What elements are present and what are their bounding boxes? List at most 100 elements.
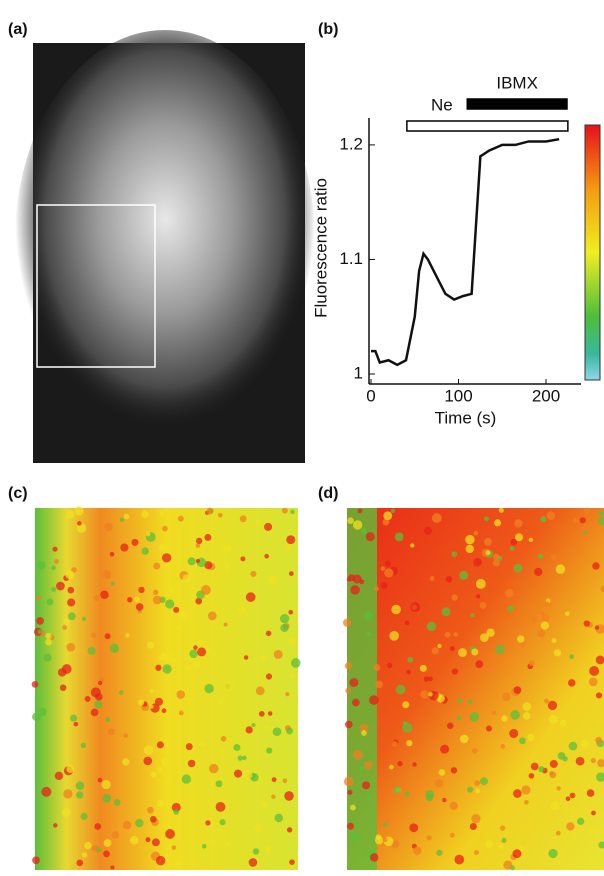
heat-dot <box>41 786 52 797</box>
heat-dot <box>63 789 73 799</box>
heat-dot <box>566 822 575 831</box>
heat-dot <box>43 653 52 662</box>
heat-dot <box>451 594 458 601</box>
heat-dot <box>265 630 272 637</box>
heat-dot <box>473 558 482 567</box>
heat-dot <box>516 635 525 643</box>
heat-dot <box>469 822 477 831</box>
heat-dot <box>509 546 515 551</box>
heat-dot <box>548 848 558 859</box>
heat-dot <box>130 835 139 845</box>
heat-dot <box>498 844 504 850</box>
heat-dot <box>473 530 479 536</box>
heat-dot <box>349 678 359 687</box>
heat-dot <box>91 845 98 852</box>
heat-dot <box>540 621 549 630</box>
heat-dot <box>429 576 435 581</box>
heat-dot <box>474 780 480 786</box>
heat-dot <box>483 516 489 522</box>
heat-dot <box>350 804 356 811</box>
heat-dot <box>346 822 354 830</box>
heat-dot <box>197 639 204 646</box>
heat-dot <box>94 823 102 830</box>
heat-dot <box>369 695 379 705</box>
heat-dot <box>286 535 296 545</box>
heat-dot <box>51 565 56 571</box>
heat-dot <box>348 574 356 582</box>
heat-dot <box>428 692 433 697</box>
data-line <box>371 137 560 367</box>
heat-dot <box>265 846 272 853</box>
heat-dot <box>187 759 196 768</box>
heat-dot <box>149 704 154 709</box>
heat-dot <box>225 564 231 570</box>
heat-dot <box>546 511 556 520</box>
heat-dot <box>100 590 109 599</box>
heat-dot <box>583 620 590 627</box>
heat-dot <box>135 603 144 611</box>
heat-dot <box>286 727 294 735</box>
heat-dot <box>243 655 249 660</box>
heat-dot <box>119 517 125 523</box>
heat-dot <box>402 701 410 709</box>
heat-dot <box>345 687 352 694</box>
heat-dot <box>459 570 469 580</box>
heat-dot <box>134 596 141 603</box>
heat-dot <box>510 710 520 720</box>
heat-dot <box>288 609 294 615</box>
heat-dot <box>290 509 295 515</box>
heat-dot <box>347 517 354 524</box>
heat-dot <box>155 664 162 671</box>
heat-dot <box>591 810 596 816</box>
panel-label: (d) <box>318 485 338 502</box>
heat-dot <box>176 625 182 631</box>
heat-dot <box>271 794 276 799</box>
heat-dot <box>351 698 360 707</box>
heat-dot <box>550 801 560 810</box>
heat-dot <box>390 508 396 513</box>
heat-dot <box>549 759 558 768</box>
heat-dot <box>409 823 419 833</box>
heat-dot <box>521 785 531 795</box>
heat-dot <box>510 538 518 546</box>
heat-dot <box>475 578 486 589</box>
treatment-label: IBMX <box>496 73 538 92</box>
heat-dot <box>586 789 595 797</box>
heat-dot <box>254 823 264 833</box>
heat-dot <box>361 730 367 736</box>
heat-dot <box>77 521 82 526</box>
heat-dot <box>66 765 75 773</box>
heat-dot <box>123 733 129 738</box>
heat-dot <box>514 519 523 528</box>
heat-dot <box>193 661 201 668</box>
heat-dot <box>261 801 268 808</box>
heat-dot <box>586 826 595 834</box>
heat-dot <box>206 507 214 515</box>
heat-dot <box>225 841 231 846</box>
heat-dot <box>143 745 154 755</box>
heat-dot <box>182 574 191 583</box>
heat-dot <box>568 741 578 751</box>
heat-dot <box>364 611 373 620</box>
heat-dot <box>485 550 491 556</box>
heat-dot <box>45 632 52 639</box>
heat-dot <box>125 633 130 638</box>
heat-dot <box>451 668 459 675</box>
heat-dot <box>288 637 297 646</box>
heat-dot <box>266 747 273 754</box>
heat-dot <box>419 664 427 672</box>
heat-dot <box>513 686 522 694</box>
heat-dot <box>156 741 164 749</box>
heat-dot <box>143 756 153 766</box>
heat-dot <box>406 739 413 747</box>
heat-dot <box>515 533 524 542</box>
heat-dot <box>524 799 529 805</box>
heat-dot <box>569 792 576 799</box>
heat-dot <box>437 643 442 649</box>
heat-dot <box>382 518 390 526</box>
heat-dot <box>397 761 403 767</box>
heat-dot <box>512 849 522 859</box>
heat-dot <box>454 854 465 865</box>
heat-dot <box>479 601 487 609</box>
heat-dot <box>75 781 85 790</box>
